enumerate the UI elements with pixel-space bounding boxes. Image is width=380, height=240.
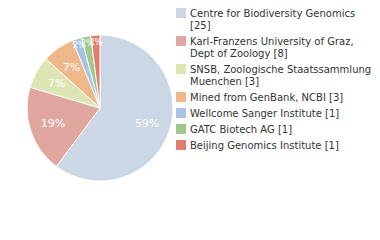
legend-swatch — [176, 8, 186, 18]
data-label: 2% — [89, 38, 102, 47]
legend-swatch — [176, 140, 186, 150]
data-label: 7% — [63, 61, 80, 74]
legend-swatch — [176, 92, 186, 102]
legend-label: Mined from GenBank, NCBI [3] — [190, 92, 343, 103]
legend-label: SNSB, Zoologische StaatssammlungMuenchen… — [190, 64, 371, 87]
legend-swatch — [176, 124, 186, 134]
chart: 59%19%7%7%2%2%2%Centre for Biodiversity … — [0, 0, 380, 240]
legend-label: Wellcome Sanger Institute [1] — [190, 108, 339, 119]
legend-label: Karl-Franzens University of Graz,Dept of… — [190, 36, 354, 59]
legend-label: GATC Biotech AG [1] — [190, 124, 292, 135]
data-label: 7% — [48, 77, 65, 90]
data-label: 59% — [135, 117, 159, 130]
slices — [27, 35, 173, 181]
data-labels: 59%19%7%7%2%2%2% — [41, 38, 160, 130]
data-label: 19% — [41, 117, 65, 130]
legend-swatch — [176, 36, 186, 46]
legend-label: Beijing Genomics Institute [1] — [190, 140, 339, 151]
legend-swatch — [176, 64, 186, 74]
legend: Centre for Biodiversity Genomics[25] Karl… — [176, 8, 371, 151]
legend-label: Centre for Biodiversity Genomics[25] — [190, 8, 355, 31]
legend-swatch — [176, 108, 186, 118]
